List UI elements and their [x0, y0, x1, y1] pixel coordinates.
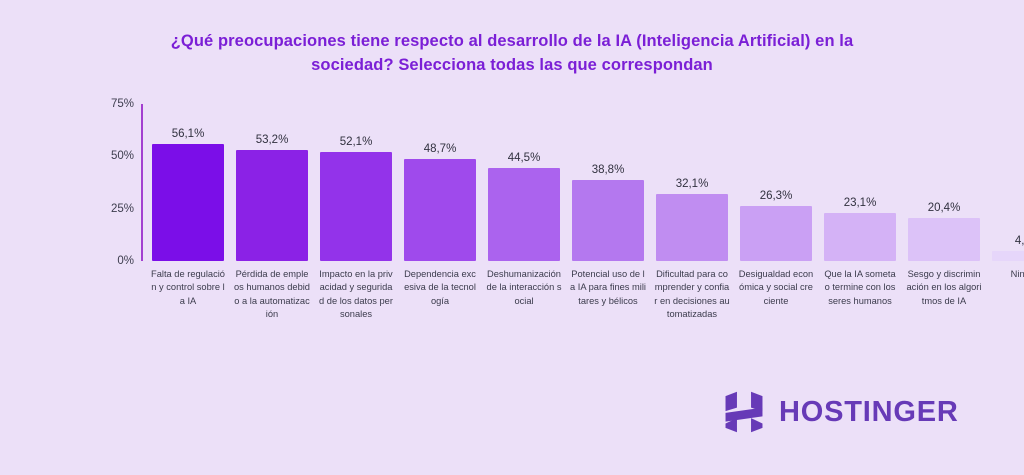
y-axis-tick: 75% [110, 98, 134, 110]
x-axis-label: Dependencia excesiva de la tecnología [404, 269, 476, 306]
y-axis-line [141, 104, 143, 261]
hostinger-h-logo-icon [725, 391, 763, 433]
bar-slot: 20,4% [908, 104, 980, 261]
bar[interactable] [488, 167, 560, 261]
x-axis-label: Desigualdad económica y social creciente [738, 269, 814, 306]
bars-group: 56,1% 53,2% 52,1% 48,7% 44,5% 38,8% 32,1% 26,3%… [152, 104, 1024, 261]
bar[interactable] [992, 251, 1024, 261]
bar-value-label: 38,8% [591, 163, 625, 176]
bar[interactable] [152, 143, 224, 261]
x-axis-label: Impacto en la privacidad y seguridad de … [319, 269, 393, 320]
y-axis: 75% 50% 25% 0% [96, 98, 134, 267]
bar-value-label: 26,3% [759, 189, 793, 202]
bar[interactable] [236, 149, 308, 261]
y-axis-tick: 25% [110, 202, 134, 215]
bar[interactable] [824, 212, 896, 261]
bar-slot: 52,1% [320, 104, 392, 261]
bar-slot: 38,8% [572, 104, 644, 261]
bar[interactable] [572, 179, 644, 261]
bar-value-label: 32,1% [675, 177, 709, 190]
x-axis-labels: Falta de regulación y control sobre la I… [151, 268, 1024, 348]
bar[interactable] [404, 159, 476, 261]
x-axis-label: Dificultad para comprender y confiar en … [654, 269, 730, 320]
bar-value-label: 4,7% [1014, 235, 1024, 248]
bar-value-label: 44,5% [507, 151, 541, 164]
bar-slot: 32,1% [656, 104, 728, 261]
y-axis-tick: 50% [110, 150, 134, 163]
x-axis-label: Potencial uso de la IA para fines milita… [570, 269, 646, 306]
bar[interactable] [740, 205, 812, 261]
bar-slot: 48,7% [404, 104, 476, 261]
bar-value-label: 53,2% [255, 133, 289, 146]
bar-value-label: 20,4% [927, 202, 961, 215]
bar-slot: 53,2% [236, 104, 308, 261]
x-axis-label: Falta de regulación y control sobre la I… [151, 269, 225, 306]
bar-slot: 56,1% [152, 104, 224, 261]
bar-slot: 26,3% [740, 104, 812, 261]
bar-slot: 44,5% [488, 104, 560, 261]
bar[interactable] [656, 193, 728, 261]
bar-slot: 4,7% [992, 104, 1024, 261]
bar-value-label: 52,1% [339, 135, 373, 148]
x-axis-label: Que la IA someta o termine con los seres… [824, 269, 896, 306]
y-axis-tick: 0% [117, 255, 134, 267]
bar[interactable] [320, 151, 392, 261]
x-axis-label: Deshumanización de la interacción social [486, 269, 562, 306]
x-axis-label: Sesgo y discriminación en los algoritmos… [906, 269, 982, 306]
hostinger-logo: HOSTINGER [722, 390, 959, 434]
x-axis-label: Pérdida de empleos humanos debido a la a… [234, 269, 310, 320]
chart-title: ¿Qué preocupaciones tiene respecto al de… [170, 32, 854, 74]
bar-value-label: 56,1% [171, 127, 205, 140]
bar[interactable] [908, 218, 980, 261]
x-axis-label: Ninguna [1010, 269, 1024, 279]
bar-value-label: 48,7% [423, 143, 457, 156]
bar-slot: 23,1% [824, 104, 896, 261]
bar-value-label: 23,1% [843, 196, 877, 209]
hostinger-wordmark: HOSTINGER [779, 395, 959, 428]
